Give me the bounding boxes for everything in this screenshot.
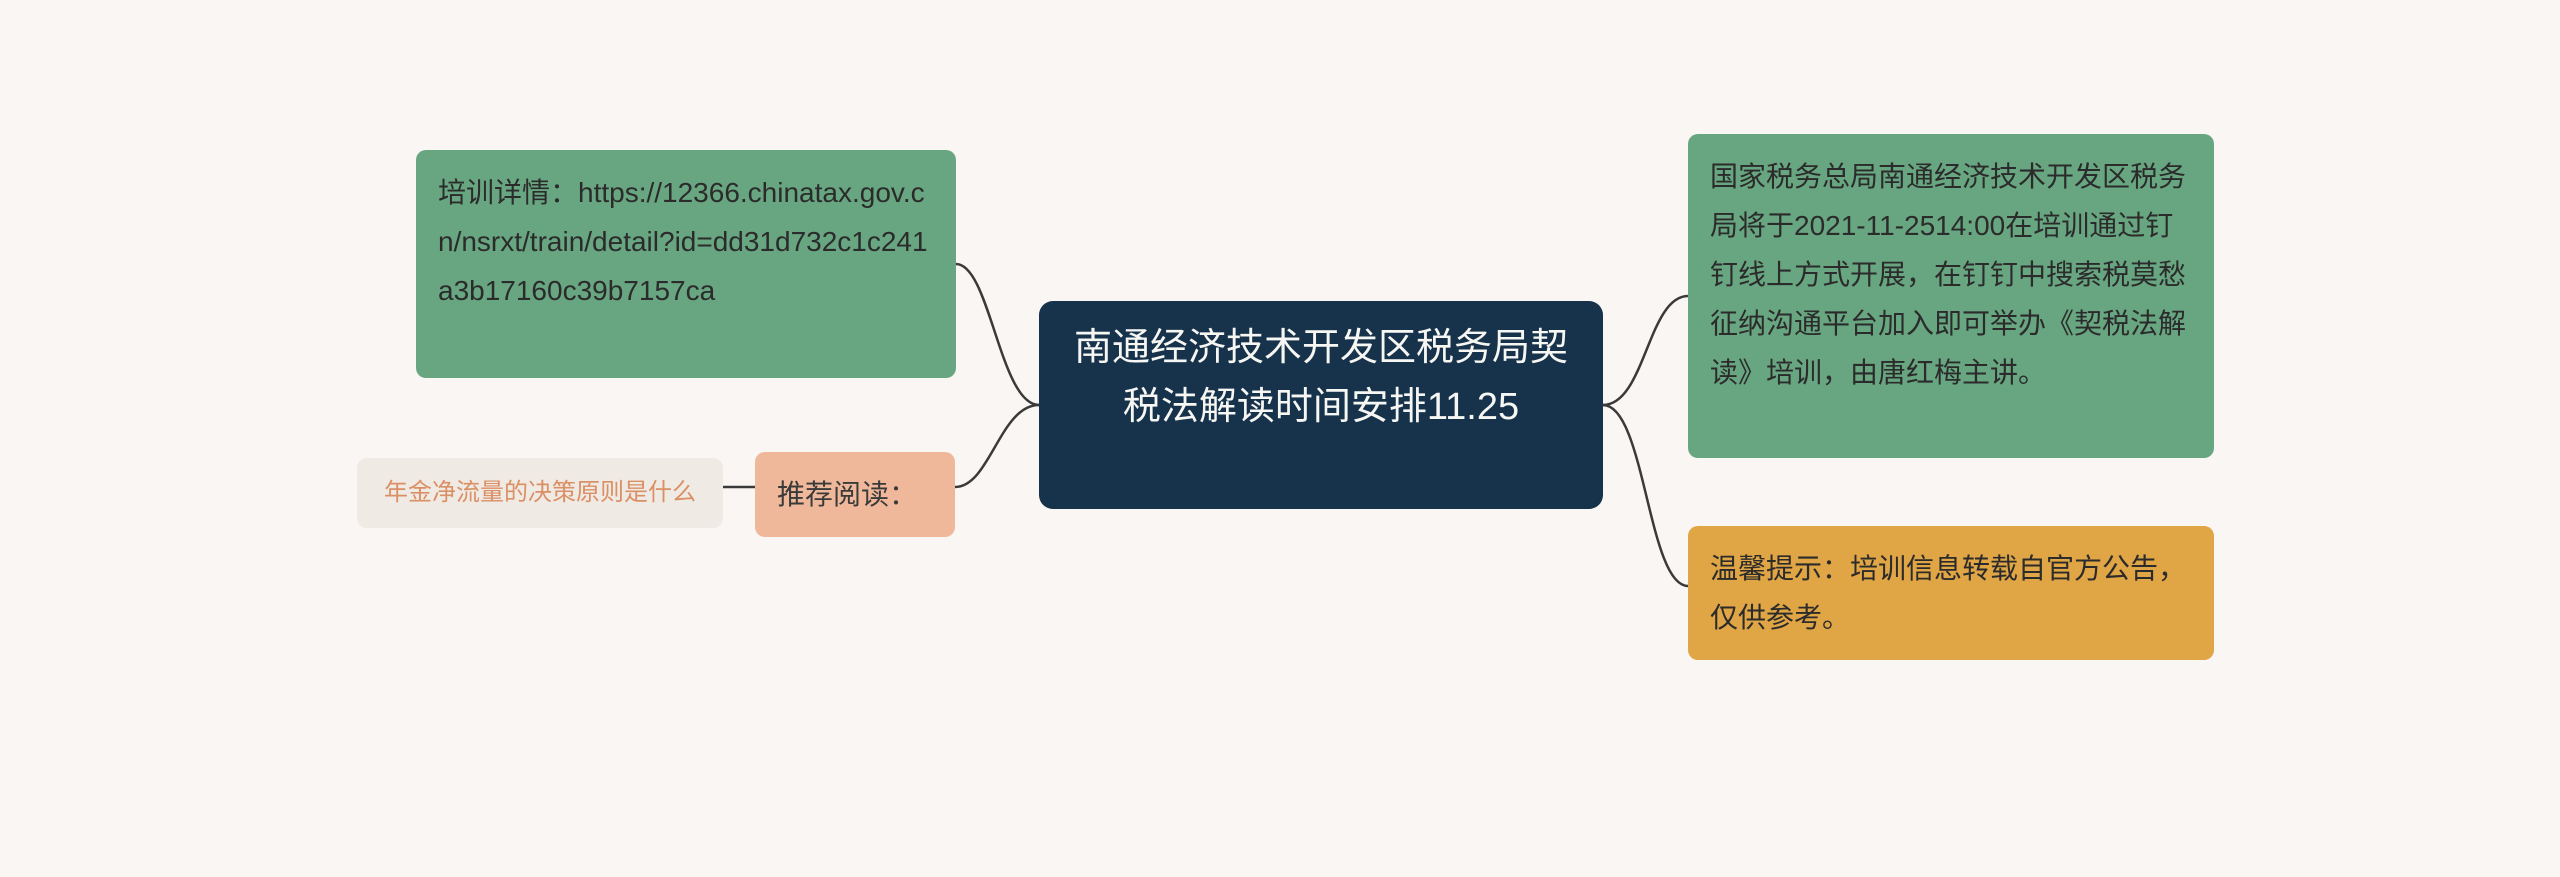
connector (1603, 296, 1688, 405)
node-recommended-child: 年金净流量的决策原则是什么 (357, 458, 723, 528)
node-warm-tip: 温馨提示：培训信息转载自官方公告，仅供参考。 (1688, 526, 2214, 660)
connector (955, 405, 1039, 487)
connector (956, 264, 1039, 405)
node-announcement-body: 国家税务总局南通经济技术开发区税务局将于2021-11-2514:00在培训通过… (1688, 134, 2214, 458)
node-recommended-reading: 推荐阅读： (755, 452, 955, 537)
node-training-detail: 培训详情：https://12366.chinatax.gov.cn/nsrxt… (416, 150, 956, 378)
connector (1603, 405, 1688, 586)
central-node: 南通经济技术开发区税务局契税法解读时间安排11.25 (1039, 301, 1603, 509)
